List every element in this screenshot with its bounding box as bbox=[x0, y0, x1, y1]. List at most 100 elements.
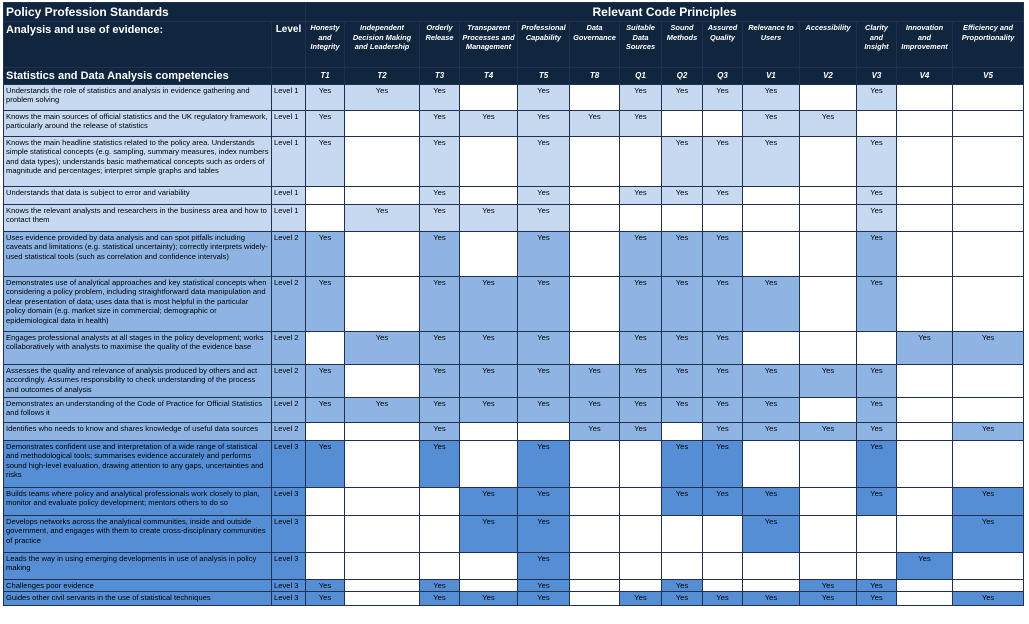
empty-cell bbox=[951, 276, 1025, 332]
competency-text: Uses evidence provided by data analysis … bbox=[3, 231, 272, 277]
yes-cell: Yes bbox=[619, 331, 662, 365]
empty-cell bbox=[799, 84, 857, 111]
yes-cell: Yes bbox=[517, 552, 570, 580]
competency-text: Engages professional analysts at all sta… bbox=[3, 331, 272, 365]
competency-row: Engages professional analysts at all sta… bbox=[3, 331, 1025, 365]
yes-cell: Yes bbox=[702, 397, 743, 423]
competency-row: Understands the role of statistics and a… bbox=[3, 84, 1025, 111]
yes-cell: Yes bbox=[517, 515, 570, 553]
empty-cell bbox=[799, 440, 857, 488]
principle-code: V1 bbox=[742, 67, 800, 85]
yes-cell: Yes bbox=[742, 364, 800, 398]
empty-cell bbox=[856, 552, 897, 580]
competency-text: Challenges poor evidence bbox=[3, 578, 272, 593]
empty-cell bbox=[896, 515, 953, 553]
competency-row: Assesses the quality and relevance of an… bbox=[3, 364, 1025, 398]
yes-cell: Yes bbox=[517, 578, 570, 593]
principle-name: Sound Methods bbox=[661, 21, 703, 68]
yes-cell: Yes bbox=[702, 276, 743, 332]
yes-cell: Yes bbox=[419, 331, 460, 365]
yes-cell: Yes bbox=[799, 110, 857, 137]
yes-cell: Yes bbox=[702, 186, 743, 205]
principle-name: Professional Capability bbox=[517, 21, 570, 68]
yes-cell: Yes bbox=[517, 231, 570, 277]
yes-cell: Yes bbox=[856, 136, 897, 187]
principle-code: V3 bbox=[856, 67, 897, 85]
level: Level 2 bbox=[271, 276, 306, 332]
yes-cell: Yes bbox=[799, 364, 857, 398]
yes-cell: Yes bbox=[951, 422, 1025, 441]
empty-cell bbox=[702, 552, 743, 580]
yes-cell: Yes bbox=[951, 487, 1025, 516]
empty-cell bbox=[702, 204, 743, 232]
level-header: Level bbox=[271, 21, 306, 68]
empty-cell bbox=[799, 186, 857, 205]
empty-cell bbox=[344, 591, 420, 607]
level: Level 3 bbox=[271, 552, 306, 580]
principle-name: Relevance to Users bbox=[742, 21, 800, 68]
empty-cell bbox=[459, 186, 518, 205]
yes-cell: Yes bbox=[517, 84, 570, 111]
level: Level 2 bbox=[271, 231, 306, 277]
empty-cell bbox=[344, 552, 420, 580]
yes-cell: Yes bbox=[702, 136, 743, 187]
yes-cell: Yes bbox=[344, 331, 420, 365]
yes-cell: Yes bbox=[856, 591, 897, 607]
empty-cell bbox=[569, 84, 620, 111]
yes-cell: Yes bbox=[619, 231, 662, 277]
principle-name: Honesty and Integrity bbox=[305, 21, 345, 68]
yes-cell: Yes bbox=[951, 591, 1025, 607]
principle-code: T8 bbox=[569, 67, 620, 85]
empty-cell bbox=[896, 591, 953, 607]
competency-text: Understands that data is subject to erro… bbox=[3, 186, 272, 205]
level: Level 3 bbox=[271, 440, 306, 488]
yes-cell: Yes bbox=[661, 487, 703, 516]
empty-cell bbox=[344, 364, 420, 398]
yes-cell: Yes bbox=[856, 578, 897, 593]
yes-cell: Yes bbox=[305, 110, 345, 137]
empty-cell bbox=[459, 84, 518, 111]
empty-cell bbox=[569, 276, 620, 332]
yes-cell: Yes bbox=[459, 110, 518, 137]
standards-table: Policy Profession Standards Relevant Code… bbox=[3, 2, 1025, 607]
yes-cell: Yes bbox=[459, 331, 518, 365]
principle-name: Orderly Release bbox=[419, 21, 460, 68]
yes-cell: Yes bbox=[619, 110, 662, 137]
empty-cell bbox=[951, 364, 1025, 398]
yes-cell: Yes bbox=[856, 276, 897, 332]
yes-cell: Yes bbox=[896, 552, 953, 580]
empty-cell bbox=[517, 422, 570, 441]
yes-cell: Yes bbox=[459, 276, 518, 332]
header-row: Policy Profession Standards Relevant Code… bbox=[3, 2, 1025, 22]
yes-cell: Yes bbox=[856, 487, 897, 516]
yes-cell: Yes bbox=[419, 578, 460, 593]
empty-cell bbox=[896, 578, 953, 593]
empty-cell bbox=[344, 136, 420, 187]
level: Level 1 bbox=[271, 136, 306, 187]
competency-row: Guides other civil servants in the use o… bbox=[3, 591, 1025, 607]
empty-cell bbox=[305, 204, 345, 232]
competency-text: Knows the main sources of official stati… bbox=[3, 110, 272, 137]
competency-text: Understands the role of statistics and a… bbox=[3, 84, 272, 111]
empty-cell bbox=[742, 440, 800, 488]
yes-cell: Yes bbox=[619, 276, 662, 332]
yes-cell: Yes bbox=[344, 397, 420, 423]
empty-cell bbox=[344, 515, 420, 553]
empty-cell bbox=[896, 204, 953, 232]
yes-cell: Yes bbox=[619, 364, 662, 398]
yes-cell: Yes bbox=[459, 204, 518, 232]
empty-cell bbox=[742, 186, 800, 205]
yes-cell: Yes bbox=[661, 591, 703, 607]
principle-name: Assured Quality bbox=[702, 21, 743, 68]
yes-cell: Yes bbox=[517, 136, 570, 187]
empty-cell bbox=[799, 276, 857, 332]
empty-cell bbox=[951, 110, 1025, 137]
principle-name: Accessibility bbox=[799, 21, 857, 68]
empty-cell bbox=[799, 397, 857, 423]
yes-cell: Yes bbox=[517, 364, 570, 398]
competency-text: Demonstrates an understanding of the Cod… bbox=[3, 397, 272, 423]
empty-cell bbox=[619, 440, 662, 488]
empty-cell bbox=[344, 110, 420, 137]
empty-cell bbox=[896, 487, 953, 516]
empty-cell bbox=[419, 552, 460, 580]
